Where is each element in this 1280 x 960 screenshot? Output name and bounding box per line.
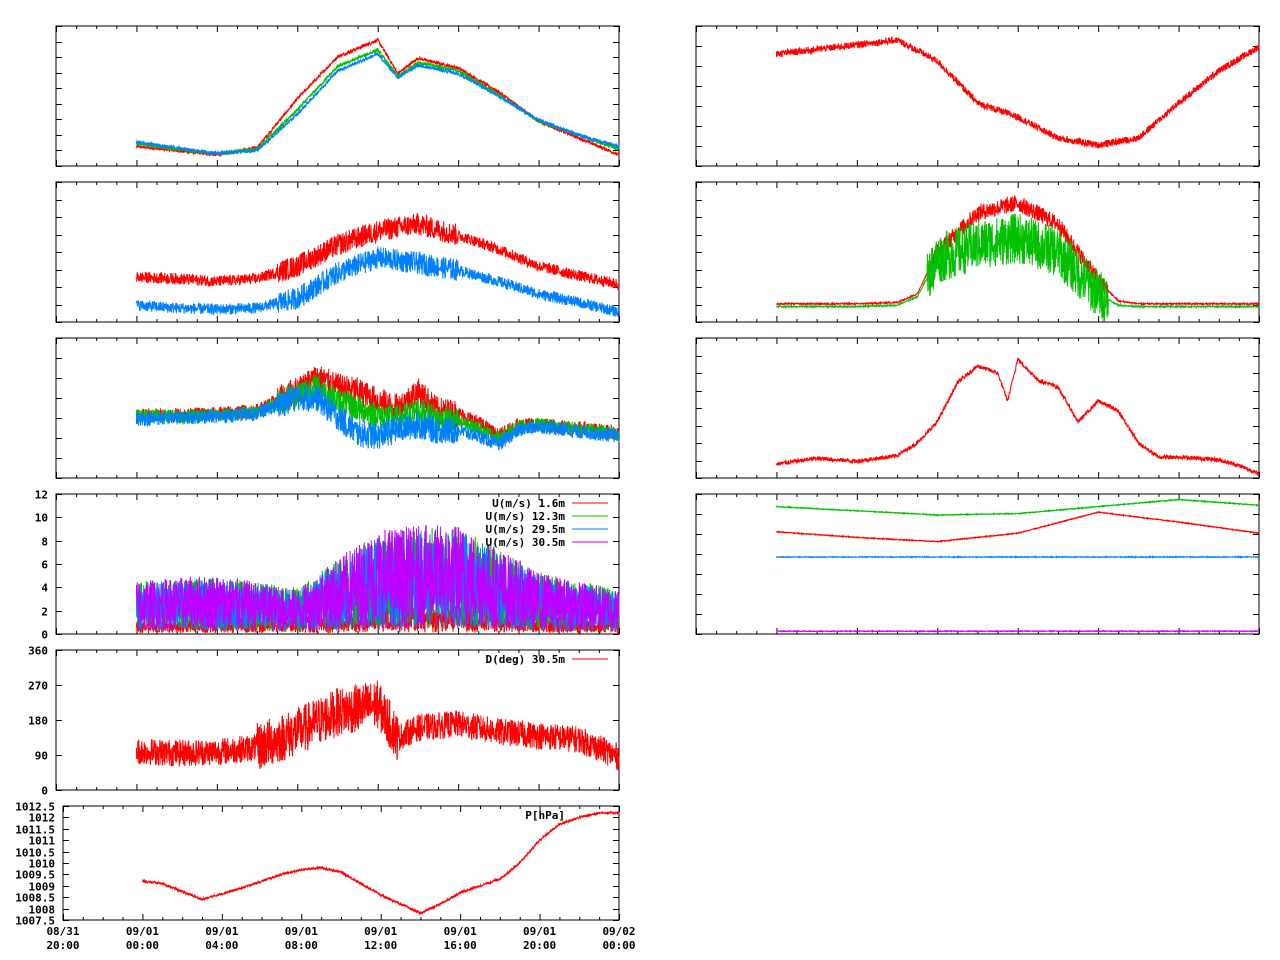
y-tick-label: 0 [41, 785, 48, 798]
x-tick-time: 00:00 [126, 939, 159, 952]
x-tick-date: 09/02 [602, 925, 635, 938]
y-tick-label: 270 [28, 680, 48, 693]
x-tick-time: 08:00 [285, 939, 318, 952]
y-tick-label: 10 [35, 512, 48, 525]
series-line-green [135, 47, 620, 156]
x-tick-date: 09/01 [285, 925, 318, 938]
y-tick-label: 1012.5 [15, 801, 55, 814]
y-tick-label: 1007.5 [15, 915, 55, 928]
y-tick-label: 8 [41, 536, 48, 549]
y-tick-label: 12 [35, 489, 48, 502]
plot-frame [695, 25, 1260, 167]
series-line-red [775, 36, 1260, 149]
series-line-purple [776, 629, 1260, 634]
series-line-blue [135, 52, 620, 156]
x-tick-time: 00:00 [602, 939, 635, 952]
x-tick-time: 04:00 [205, 939, 238, 952]
panel-humidity_profile [55, 181, 620, 323]
series-line-d-deg-30-5m [135, 680, 620, 772]
panel-right_radiation [695, 181, 1260, 323]
legend-label: U(m/s) 30.5m [486, 536, 566, 549]
x-tick-time: 12:00 [364, 939, 397, 952]
panel-sonic_temp [55, 337, 620, 479]
panel-temp_profile [55, 25, 620, 167]
series-line-green [135, 374, 620, 447]
legend-label: D(deg) 30.5m [486, 653, 566, 666]
series-line-red [775, 510, 1260, 543]
y-tick-label: 1011.5 [15, 824, 55, 837]
y-tick-label: 180 [28, 715, 48, 728]
x-tick-date: 09/01 [523, 925, 556, 938]
series-line-red [776, 195, 1260, 307]
legend-label: U(m/s) 12.3m [486, 510, 566, 523]
series-line-u-m-s-30-5m [135, 525, 620, 632]
panel-right_flux [695, 337, 1260, 479]
y-tick-label: 4 [41, 582, 48, 595]
y-tick-label: 1010 [29, 858, 56, 871]
y-tick-label: 1009 [29, 881, 56, 894]
y-tick-label: 90 [35, 750, 48, 763]
series-line-red [135, 213, 620, 291]
x-tick-date: 09/01 [364, 925, 397, 938]
plot-frame [695, 493, 1260, 635]
panel-wind_speed: 0 2 4 6 8 10 12 U(m/s) 1.6mU(m/s) 12.3mU(m/s) 2… [35, 489, 620, 642]
y-tick-label: 1008.5 [15, 892, 55, 905]
series-line-green [776, 213, 1260, 322]
series-line-blue [135, 246, 620, 317]
panel-right_temp [695, 25, 1260, 167]
series-line-blue [135, 383, 620, 451]
plot-frame [62, 805, 620, 921]
y-tick-label: 1011 [29, 835, 56, 848]
legend-label: U(m/s) 29.5m [486, 523, 566, 536]
panel-right_soil [695, 493, 1260, 635]
series-line-red [135, 37, 620, 158]
y-tick-label: 360 [28, 645, 48, 658]
series-line-green [775, 497, 1260, 517]
series-line-blue [775, 555, 1260, 560]
y-tick-label: 1010.5 [15, 847, 55, 860]
legend-label: P[hPa] [525, 809, 565, 822]
x-tick-time: 20:00 [523, 939, 556, 952]
x-tick-time: 16:00 [444, 939, 477, 952]
x-tick-date: 09/01 [444, 925, 477, 938]
x-tick-date: 09/01 [205, 925, 238, 938]
x-tick-date: 08/31 [46, 925, 79, 938]
x-tick-time: 20:00 [46, 939, 79, 952]
y-tick-label: 1008 [29, 904, 56, 917]
x-tick-date: 09/01 [126, 925, 159, 938]
panel-pressure: 1007.510081008.510091009.510101010.51011… [15, 801, 620, 928]
y-tick-label: 1009.5 [15, 869, 55, 882]
series-line-p-hpa- [141, 810, 620, 916]
y-tick-label: 1012 [29, 812, 56, 825]
panel-wind_direction: 0 90 180 270 360 D(deg) 30.5m [28, 645, 620, 798]
y-tick-label: 2 [41, 606, 48, 619]
series-line-red [775, 356, 1260, 476]
y-tick-label: 6 [41, 559, 48, 572]
legend-label: U(m/s) 1.6m [492, 497, 565, 510]
y-tick-label: 0 [41, 629, 48, 642]
